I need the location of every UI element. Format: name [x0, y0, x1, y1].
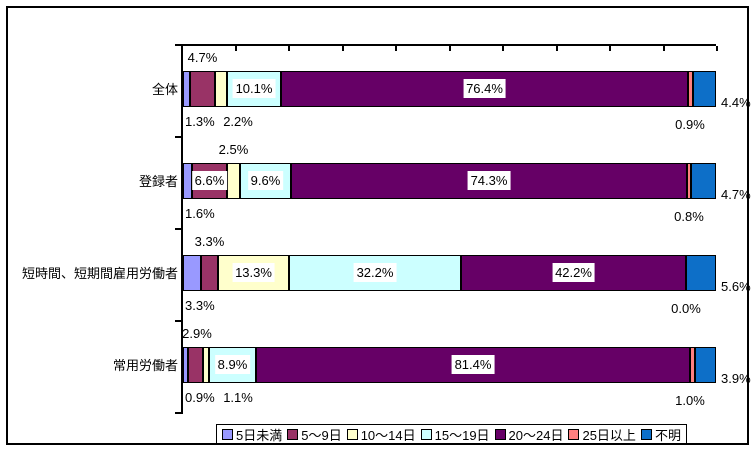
- category-label: 常用労働者: [112, 358, 178, 373]
- legend-swatch: [640, 428, 652, 440]
- legend-label: 不明: [654, 427, 681, 443]
- bar-segment: [183, 255, 201, 291]
- bar-segment: [686, 255, 716, 291]
- category-label: 全体: [151, 82, 178, 97]
- legend-label: 25日以上: [582, 427, 636, 443]
- value-axis-tick: [395, 46, 397, 51]
- data-label: 1.3%: [185, 114, 215, 129]
- legend-label: 5日未満: [236, 427, 283, 443]
- data-label: 4.4%: [721, 95, 751, 110]
- legend-label: 10～14日: [360, 427, 416, 443]
- bar-segment: [693, 71, 716, 107]
- data-label: 2.9%: [182, 326, 212, 341]
- legend-item: 不明: [640, 425, 681, 444]
- data-label: 3.9%: [721, 371, 751, 386]
- value-axis-tick: [502, 46, 504, 51]
- legend-item: 5日未満: [222, 425, 282, 444]
- bar-segment: [188, 347, 203, 383]
- bar-row: [183, 347, 716, 383]
- data-label: 8.9%: [214, 355, 251, 374]
- bar-segment: [691, 163, 716, 199]
- legend: 5日未満 5～9日 10～14日 15～19日 20～24日 25日以上 不明: [216, 424, 687, 444]
- data-label: 3.3%: [185, 298, 215, 313]
- category-axis-tick: [175, 320, 181, 322]
- legend-swatch: [494, 428, 506, 440]
- bar-segment: [183, 347, 188, 383]
- data-label: 1.0%: [675, 393, 705, 408]
- value-axis-tick: [556, 46, 558, 51]
- data-label: 13.3%: [232, 263, 275, 282]
- category-axis-tick: [175, 136, 181, 138]
- data-label: 4.7%: [721, 187, 751, 202]
- category-axis-line: [181, 44, 183, 414]
- data-label: 0.9%: [185, 390, 215, 405]
- bar-segment: [203, 347, 209, 383]
- data-label: 0.9%: [675, 117, 705, 132]
- legend-label: 5～9日: [301, 427, 342, 443]
- bar-segment: [690, 347, 695, 383]
- value-axis-tick: [449, 46, 451, 51]
- legend-swatch: [420, 428, 432, 440]
- data-label: 10.1%: [232, 79, 276, 98]
- legend-swatch: [346, 428, 358, 440]
- category-axis-tick: [175, 44, 181, 46]
- category-label: 登録者: [138, 174, 178, 189]
- data-label: 2.2%: [223, 114, 253, 129]
- legend-label: 20～24日: [508, 427, 564, 443]
- value-axis-tick: [288, 46, 290, 51]
- bar-segment: [215, 71, 227, 107]
- data-label: 1.1%: [223, 390, 253, 405]
- legend-item: 20～24日: [494, 425, 564, 444]
- value-axis-tick: [663, 46, 665, 51]
- data-label: 32.2%: [353, 263, 397, 282]
- data-label: 1.6%: [185, 206, 215, 221]
- legend-item: 5～9日: [287, 425, 342, 444]
- value-axis-line: [181, 44, 716, 46]
- legend-swatch: [222, 428, 233, 440]
- data-label: 3.3%: [194, 234, 225, 249]
- value-axis-tick: [235, 46, 237, 51]
- bar-row: [183, 255, 716, 291]
- bar-segment: [183, 71, 190, 107]
- legend-swatch: [287, 428, 299, 440]
- bar-segment: [687, 163, 691, 199]
- category-label: 短時間、短期間雇用労働者: [21, 266, 178, 281]
- bar-segment: [227, 163, 240, 199]
- chart-border: [6, 6, 749, 445]
- data-label: 9.6%: [247, 171, 284, 190]
- data-label: 0.8%: [674, 209, 704, 224]
- legend-item: 15～19日: [420, 425, 490, 444]
- category-axis-tick: [175, 412, 181, 414]
- data-label: 74.3%: [467, 171, 511, 190]
- value-axis-tick: [342, 46, 344, 51]
- data-label: 6.6%: [191, 171, 228, 190]
- value-axis-tick: [609, 46, 611, 51]
- legend-swatch: [568, 428, 580, 440]
- data-label: 76.4%: [463, 79, 506, 98]
- bar-segment: [695, 347, 716, 383]
- bar-segment: [183, 163, 192, 199]
- data-label: 42.2%: [552, 263, 595, 282]
- value-axis-tick: [181, 46, 183, 51]
- data-label: 4.7%: [187, 50, 218, 65]
- legend-item: 25日以上: [568, 425, 636, 444]
- bar-segment: [688, 71, 693, 107]
- bar-segment: [218, 255, 289, 291]
- legend-item: 10～14日: [346, 425, 416, 444]
- category-axis-tick: [175, 228, 181, 230]
- bar-segment: [201, 255, 218, 291]
- data-label: 0.0%: [671, 301, 701, 316]
- bar-segment: [190, 71, 215, 107]
- data-label: 5.6%: [721, 279, 751, 294]
- data-label: 81.4%: [451, 355, 495, 374]
- legend-label: 15～19日: [434, 427, 490, 443]
- data-label: 2.5%: [218, 142, 249, 157]
- value-axis-tick: [716, 46, 718, 51]
